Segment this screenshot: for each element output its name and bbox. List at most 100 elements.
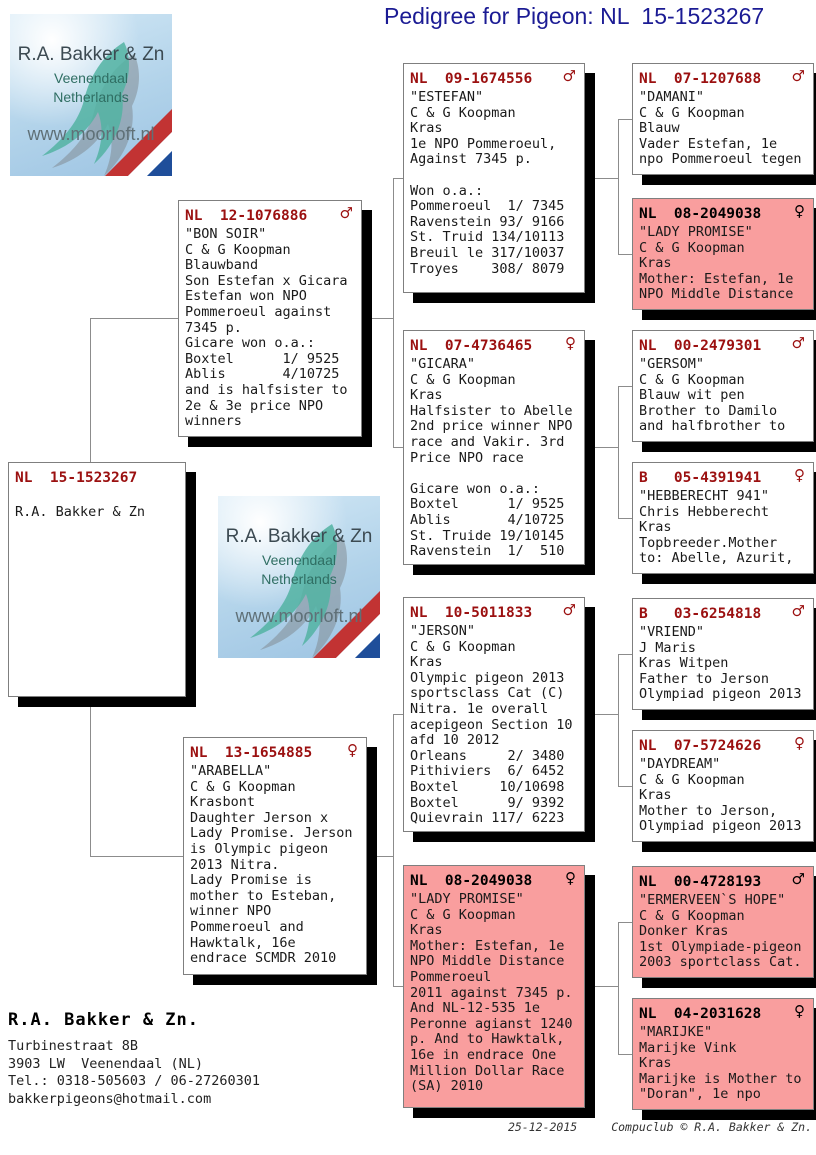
connector-line	[585, 178, 618, 179]
ring-number: NL 12-1076886	[185, 208, 308, 224]
pigeon-details: "MARIJKE" Marijke Vink Kras Marijke is M…	[639, 1024, 802, 1103]
pigeon-details: "ARABELLA" C & G Koopman Krasbont Daught…	[190, 763, 353, 967]
loft-logo-middle: R.A. Bakker & Zn Veenendaal Netherlands …	[218, 496, 380, 658]
ring-number: NL 13-1654885	[190, 745, 313, 761]
pigeon-details: "ERMERVEEN`S HOPE" C & G Koopman Donker …	[639, 892, 802, 971]
pedigree-box-damani: NL 07-1207688 ♂ "DAMANI" C & G Koopman Bl…	[632, 63, 814, 175]
female-icon: ♀	[565, 334, 576, 352]
loft-logo-top: R.A. Bakker & Zn Veenendaal Netherlands …	[10, 14, 172, 176]
ring-number: B 03-6254818	[639, 606, 762, 622]
female-icon: ♀	[347, 741, 358, 759]
connector-line	[618, 654, 632, 655]
connector-line	[393, 714, 394, 986]
ring-number: NL 08-2049038	[410, 873, 533, 889]
connector-line	[393, 447, 403, 448]
connector-line	[90, 318, 91, 462]
connector-line	[618, 1054, 632, 1055]
pigeon-details: "DAMANI" C & G Koopman Blauw Vader Estef…	[639, 89, 802, 168]
female-icon: ♀	[794, 1002, 805, 1020]
pigeon-details: "GICARA" C & G Koopman Kras Halfsister t…	[410, 356, 573, 560]
male-icon: ♂	[791, 67, 805, 85]
connector-line	[362, 318, 393, 319]
connector-line	[90, 697, 91, 856]
male-icon: ♂	[791, 334, 805, 352]
male-icon: ♂	[562, 601, 576, 619]
connector-line	[618, 119, 619, 254]
footer: 25-12-2015 Compuclub © R.A. Bakker & Zn.	[508, 1120, 812, 1134]
ring-number: NL 15-1523267	[15, 470, 138, 486]
pedigree-box-lady-promise-grandam: NL 08-2049038 ♀ "LADY PROMISE" C & G Koop…	[632, 198, 814, 310]
connector-line	[618, 254, 632, 255]
pigeon-details: "LADY PROMISE" C & G Koopman Kras Mother…	[639, 224, 794, 303]
connector-line	[618, 786, 632, 787]
male-icon: ♂	[562, 67, 576, 85]
connector-line	[618, 386, 632, 387]
pedigree-box-hebberecht: B 05-4391941 ♀ "HEBBERECHT 941" Chris Heb…	[632, 462, 814, 574]
ring-number: NL 07-5724626	[639, 738, 762, 754]
connector-line	[618, 518, 632, 519]
pedigree-box-daydream: NL 07-5724626 ♀ "DAYDREAM" C & G Koopman …	[632, 730, 814, 842]
connector-line	[585, 714, 618, 715]
pigeon-details: R.A. Bakker & Zn	[15, 503, 146, 520]
female-icon: ♀	[794, 734, 805, 752]
ring-number: NL 07-1207688	[639, 71, 762, 87]
female-icon: ♀	[794, 202, 805, 220]
pedigree-box-gicara: NL 07-4736465 ♀ "GICARA" C & G Koopman Kr…	[403, 330, 585, 565]
copyright-credit: Compuclub © R.A. Bakker & Zn.	[611, 1120, 812, 1134]
pedigree-box-marijke: NL 04-2031628 ♀ "MARIJKE" Marijke Vink Kr…	[632, 998, 814, 1110]
ring-number: NL 09-1674556	[410, 71, 533, 87]
ring-number: NL 00-4728193	[639, 874, 762, 890]
logo-city: Veenendaal	[262, 552, 336, 568]
logo-country: Netherlands	[53, 89, 129, 105]
connector-line	[393, 178, 394, 447]
female-icon: ♀	[565, 869, 576, 887]
pedigree-box-jerson: NL 10-5011833 ♂ "JERSON" C & G Koopman Kr…	[403, 597, 585, 832]
connector-line	[618, 922, 632, 923]
ring-number: NL 00-2479301	[639, 338, 762, 354]
logo-loft-name: R.A. Bakker & Zn	[17, 44, 165, 65]
male-icon: ♂	[791, 870, 805, 888]
pedigree-box-subject: NL 15-1523267 R.A. Bakker & Zn	[8, 462, 186, 697]
connector-line	[618, 922, 619, 1054]
connector-line	[367, 856, 393, 857]
connector-line	[618, 119, 632, 120]
pigeon-details: "LADY PROMISE" C & G Koopman Kras Mother…	[410, 891, 573, 1095]
contact-details: Turbinestraat 8B 3903 LW Veenendaal (NL)…	[8, 1038, 260, 1107]
pigeon-details: "VRIEND" J Maris Kras Witpen Father to J…	[639, 624, 802, 703]
connector-line	[393, 986, 403, 987]
pigeon-details: "JERSON" C & G Koopman Kras Olympic pige…	[410, 623, 573, 827]
pigeon-details: "GERSOM" C & G Koopman Blauw wit pen Bro…	[639, 356, 786, 435]
connector-line	[618, 386, 619, 518]
logo-website: www.moorloft.nl	[235, 606, 363, 626]
pigeon-details: "BON SOIR" C & G Koopman Blauwband Son E…	[185, 226, 348, 430]
connector-line	[585, 986, 618, 987]
print-date: 25-12-2015	[507, 1120, 578, 1134]
male-icon: ♂	[791, 602, 805, 620]
logo-country: Netherlands	[261, 571, 337, 587]
ring-number: NL 07-4736465	[410, 338, 533, 354]
ring-number: NL 10-5011833	[410, 605, 533, 621]
pedigree-box-ermerveens-hope: NL 00-4728193 ♂ "ERMERVEEN`S HOPE" C & G …	[632, 866, 814, 978]
pigeon-details: "DAYDREAM" C & G Koopman Kras Mother to …	[639, 756, 802, 835]
ring-number: NL 08-2049038	[639, 206, 762, 222]
pedigree-box-vriend: B 03-6254818 ♂ "VRIEND" J Maris Kras Witp…	[632, 598, 814, 710]
female-icon: ♀	[794, 466, 805, 484]
male-icon: ♂	[339, 204, 353, 222]
pedigree-box-lady-promise: NL 08-2049038 ♀ "LADY PROMISE" C & G Koop…	[403, 865, 585, 1108]
pedigree-box-arabella: NL 13-1654885 ♀ "ARABELLA" C & G Koopman …	[183, 737, 367, 975]
connector-line	[90, 856, 183, 857]
pedigree-box-gersom: NL 00-2479301 ♂ "GERSOM" C & G Koopman Bl…	[632, 330, 814, 442]
connector-line	[393, 178, 403, 179]
contact-name: R.A. Bakker & Zn.	[8, 1010, 199, 1030]
connector-line	[90, 318, 178, 319]
pigeon-logo-art	[42, 42, 172, 176]
ring-number: B 05-4391941	[639, 470, 762, 486]
page-title: Pedigree for Pigeon: NL 15-1523267	[384, 3, 765, 29]
pigeon-logo-art	[250, 524, 380, 658]
logo-website: www.moorloft.nl	[27, 124, 155, 144]
connector-line	[585, 447, 618, 448]
pedigree-box-bon-soir: NL 12-1076886 ♂ "BON SOIR" C & G Koopman …	[178, 200, 362, 437]
logo-city: Veenendaal	[54, 70, 128, 86]
ring-number: NL 04-2031628	[639, 1006, 762, 1022]
